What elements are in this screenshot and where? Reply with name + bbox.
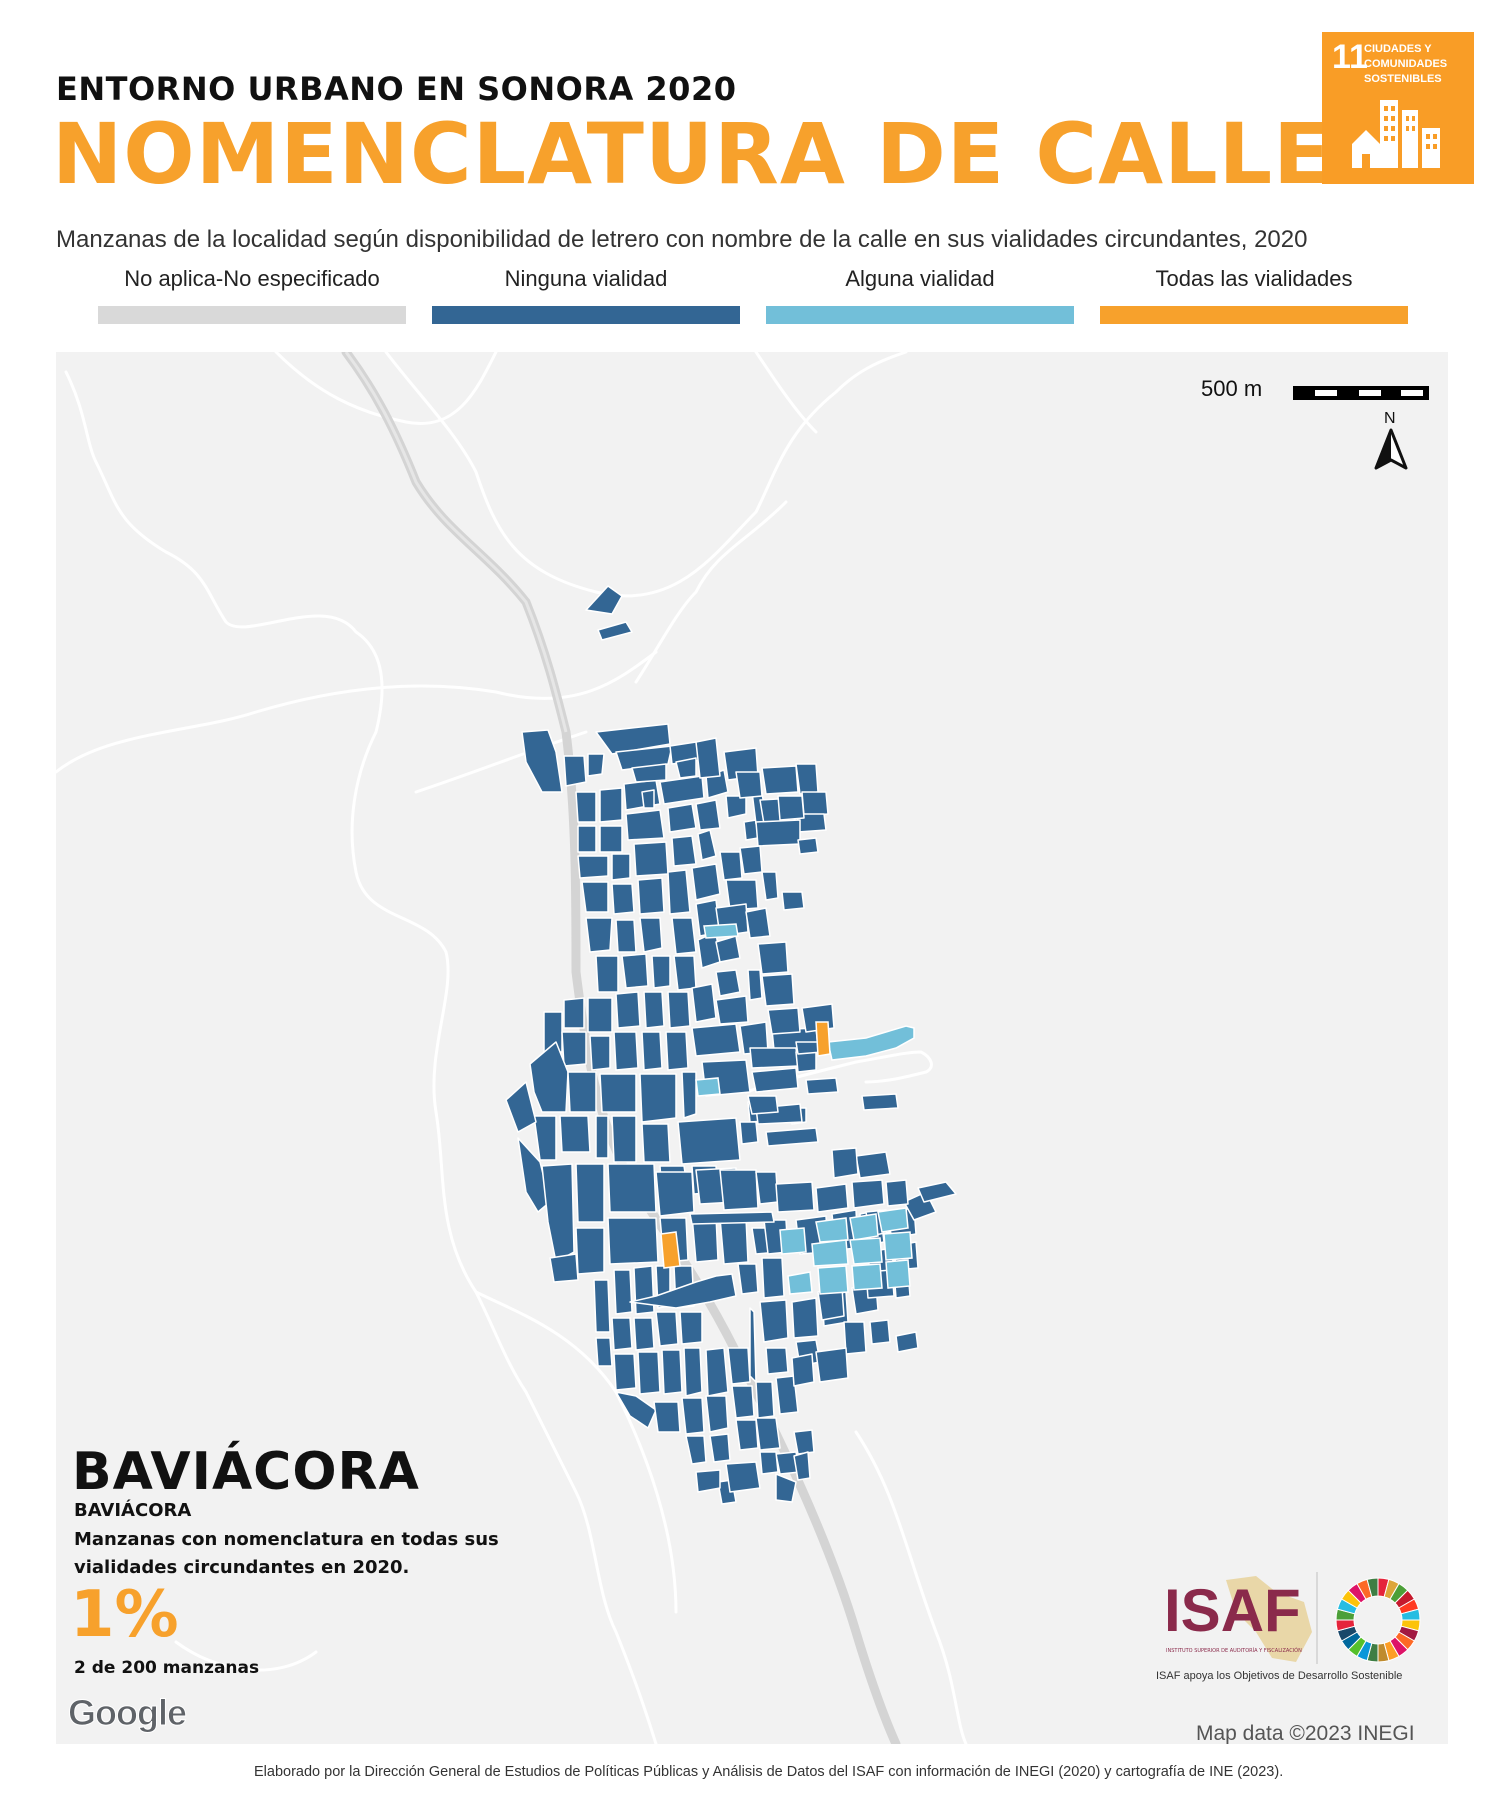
sonora-map-icon <box>1226 1576 1312 1662</box>
google-logo: Google <box>68 1692 188 1734</box>
legend-label: No aplica-No especificado <box>124 266 380 291</box>
legend-swatch <box>1100 306 1408 324</box>
isaf-logo-subtext: INSTITUTO SUPERIOR DE AUDITORÍA Y FISCAL… <box>1166 1648 1302 1654</box>
legend-item-no-aplica: No aplica-No especificado <box>98 266 406 326</box>
north-arrow: N <box>1366 410 1416 474</box>
footer-source: Elaborado por la Dirección General de Es… <box>254 1764 1284 1780</box>
map[interactable]: 500 m N BAVIÁCORA BAVIÁCORA Manzanas con… <box>56 352 1448 1744</box>
scale-bar-graphic <box>1293 386 1429 400</box>
scale-label: 500 m <box>1201 376 1263 401</box>
legend: No aplica-No especificado Ninguna vialid… <box>98 266 1418 326</box>
sdg-label-line: CIUDADES Y <box>1364 43 1432 55</box>
blocks-todas-vialidades <box>660 1021 831 1269</box>
scale-bar: 500 m <box>1201 374 1441 414</box>
stat-percent: 1% <box>70 1578 179 1652</box>
sdg-label-line: COMUNIDADES <box>1364 58 1448 70</box>
sdg-11-badge: 11 CIUDADES Y COMUNIDADES SOSTENIBLES <box>1322 32 1474 184</box>
stat-description: Manzanas con nomenclatura en todas sus v… <box>74 1529 499 1578</box>
map-subtitle: Manzanas de la localidad según disponibi… <box>56 226 1308 253</box>
legend-swatch <box>98 306 406 324</box>
municipality-name: BAVIÁCORA <box>72 1442 420 1502</box>
stat-count: 2 de 200 manzanas <box>74 1658 260 1678</box>
city-buildings-icon <box>1352 100 1440 168</box>
locality-name: BAVIÁCORA <box>74 1500 192 1521</box>
north-label: N <box>1384 410 1396 427</box>
legend-item-todas: Todas las vialidades <box>1100 266 1408 326</box>
isaf-logo-block: ISAF INSTITUTO SUPERIOR DE AUDITORÍA Y F… <box>1156 1572 1436 1702</box>
legend-item-alguna: Alguna vialidad <box>766 266 1074 326</box>
sdg-label-line: SOSTENIBLES <box>1364 73 1442 85</box>
legend-item-ninguna: Ninguna vialidad <box>432 266 740 326</box>
blocks-alguna-vialidad <box>695 923 915 1295</box>
north-arrow-icon <box>1374 428 1408 470</box>
legend-swatch <box>432 306 740 324</box>
page-title: NOMENCLATURA DE CALLES <box>52 105 1394 203</box>
legend-label: Alguna vialidad <box>845 266 995 291</box>
logo-divider <box>1316 1572 1318 1664</box>
isaf-caption: ISAF apoya los Objetivos de Desarrollo S… <box>1156 1670 1403 1682</box>
blocks-ninguna-vialidad <box>505 585 957 1505</box>
legend-swatch <box>766 306 1074 324</box>
sdg-label: CIUDADES Y COMUNIDADES SOSTENIBLES <box>1364 42 1447 87</box>
sdg-color-wheel-icon <box>1335 1577 1421 1663</box>
sdg-number: 11 <box>1332 38 1368 76</box>
isaf-logo: ISAF <box>1164 1577 1301 1644</box>
map-canvas[interactable] <box>56 352 1448 1744</box>
legend-label: Todas las vialidades <box>1155 266 1353 291</box>
legend-label: Ninguna vialidad <box>504 266 668 291</box>
map-credit: Map data ©2023 INEGI <box>1196 1722 1415 1744</box>
kicker-title: ENTORNO URBANO EN SONORA 2020 <box>56 70 737 108</box>
